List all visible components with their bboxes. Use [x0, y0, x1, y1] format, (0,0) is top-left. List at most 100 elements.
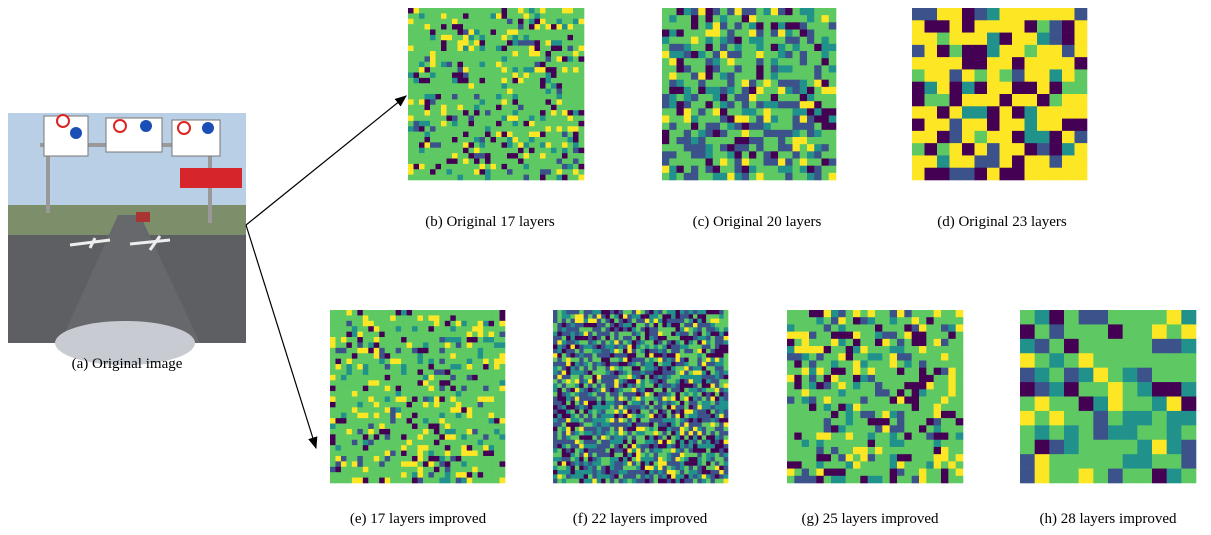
feature-cell	[452, 116, 458, 122]
feature-cell	[904, 382, 912, 390]
feature-cell	[445, 407, 451, 413]
feature-cell	[787, 447, 795, 455]
feature-cell	[720, 101, 728, 108]
feature-cell	[571, 453, 576, 458]
feature-cell	[483, 386, 489, 392]
feature-cell	[619, 358, 624, 363]
feature-cell	[724, 448, 729, 453]
feature-cell	[363, 478, 369, 484]
feature-cell	[518, 30, 524, 36]
feature-cell	[662, 392, 667, 397]
feature-cell	[662, 401, 667, 406]
feature-cell	[645, 332, 650, 337]
feature-cell	[606, 336, 611, 341]
feature-cell	[948, 404, 956, 412]
feature-cell	[667, 345, 672, 350]
feature-cell	[571, 444, 576, 449]
feature-cell	[676, 371, 681, 376]
feature-cell	[735, 8, 743, 15]
feature-cell	[868, 411, 876, 419]
feature-cell	[414, 121, 420, 127]
feature-cell	[540, 110, 546, 116]
feature-cell	[904, 397, 912, 405]
feature-cell	[434, 364, 440, 370]
feature-cell	[535, 94, 541, 100]
feature-cell	[950, 143, 963, 156]
feature-cell	[557, 89, 563, 95]
feature-cell	[749, 65, 757, 72]
feature-cell	[689, 362, 694, 367]
feature-cell	[341, 364, 347, 370]
feature-cell	[588, 327, 593, 332]
feature-cell	[568, 24, 574, 30]
feature-cell	[474, 30, 480, 36]
feature-cell	[684, 422, 689, 427]
feature-cell	[860, 411, 868, 419]
feature-cell	[469, 169, 475, 175]
feature-cell	[809, 461, 817, 469]
feature-cell	[352, 472, 358, 478]
feature-cell	[557, 126, 563, 132]
feature-cell	[579, 105, 585, 111]
feature-cell	[474, 78, 480, 84]
feature-cell	[724, 327, 729, 332]
feature-cell	[379, 413, 385, 419]
feature-cell	[658, 388, 663, 393]
feature-cell	[507, 78, 513, 84]
feature-cell	[614, 358, 619, 363]
feature-cell	[829, 173, 837, 180]
feature-cell	[669, 80, 677, 87]
feature-cell	[950, 131, 963, 144]
feature-cell	[472, 472, 478, 478]
feature-cell	[396, 407, 402, 413]
feature-cell	[934, 397, 942, 405]
feature-cell	[335, 429, 341, 435]
feature-cell	[764, 80, 772, 87]
feature-cell	[529, 62, 535, 68]
feature-cell	[941, 454, 949, 462]
feature-cell	[619, 388, 624, 393]
feature-cell	[645, 440, 650, 445]
feature-cell	[540, 153, 546, 159]
feature-cell	[1075, 8, 1088, 21]
feature-cell	[407, 445, 413, 451]
feature-cell	[724, 362, 729, 367]
feature-cell	[575, 453, 580, 458]
feature-cell	[649, 375, 654, 380]
feature-cell	[1050, 33, 1063, 46]
feature-cell	[677, 8, 685, 15]
feature-cell	[785, 159, 793, 166]
feature-cell	[478, 434, 484, 440]
feature-cell	[414, 19, 420, 25]
feature-cell	[513, 62, 519, 68]
feature-cell	[474, 24, 480, 30]
feature-cell	[540, 94, 546, 100]
feature-cell	[412, 418, 418, 424]
feature-cell	[627, 474, 632, 479]
feature-cell	[698, 44, 706, 51]
feature-cell	[573, 137, 579, 143]
feature-cell	[676, 479, 681, 484]
feature-cell	[658, 448, 663, 453]
feature-cell	[480, 148, 486, 154]
feature-cell	[614, 422, 619, 427]
feature-cell	[357, 321, 363, 327]
feature-cell	[831, 382, 839, 390]
feature-cell	[641, 384, 646, 389]
feature-cell	[829, 151, 837, 158]
feature-cell	[425, 24, 431, 30]
feature-cell	[771, 123, 779, 130]
feature-cell	[684, 392, 689, 397]
feature-cell	[684, 474, 689, 479]
feature-cell	[619, 422, 624, 427]
feature-cell	[463, 142, 469, 148]
feature-cell	[434, 359, 440, 365]
feature-cell	[483, 434, 489, 440]
feature-cell	[452, 13, 458, 19]
feature-cell	[330, 451, 336, 457]
feature-cell	[385, 380, 391, 386]
feature-cell	[715, 444, 720, 449]
feature-cell	[346, 440, 352, 446]
feature-cell	[575, 319, 580, 324]
feature-cell	[513, 40, 519, 46]
